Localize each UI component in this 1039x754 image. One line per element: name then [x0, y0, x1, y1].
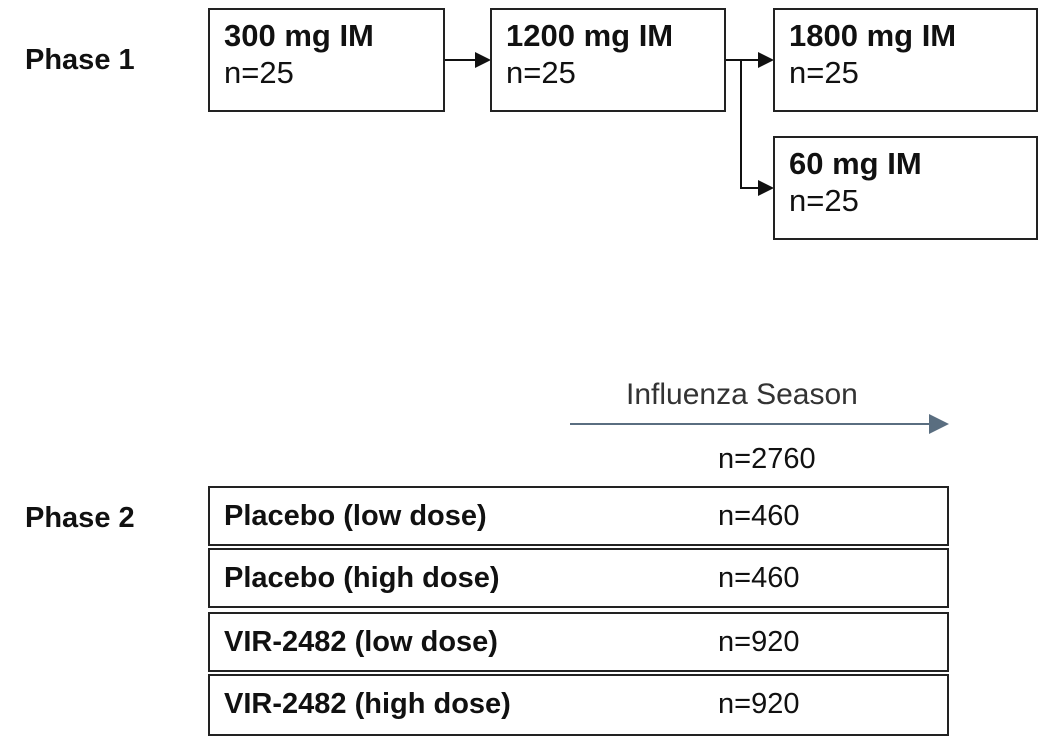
sample-size: n=25 [789, 183, 859, 218]
dose-box-300mg: 300 mg IM n=25 [208, 8, 445, 112]
arm-sample-size: n=460 [718, 562, 800, 594]
arm-name: VIR-2482 (high dose) [224, 688, 511, 720]
arm-name: Placebo (high dose) [224, 562, 500, 594]
arm-sample-size: n=920 [718, 626, 800, 658]
total-sample-size: n=2760 [718, 443, 816, 475]
sample-size: n=25 [789, 55, 859, 90]
phase-1-label: Phase 1 [25, 44, 135, 76]
sample-size: n=25 [224, 55, 294, 90]
arm-name: Placebo (low dose) [224, 500, 487, 532]
dose-label: 1800 mg IM [789, 18, 957, 53]
dose-box-60mg: 60 mg IM n=25 [773, 136, 1038, 240]
dose-label: 60 mg IM [789, 146, 922, 181]
arm-name: VIR-2482 (low dose) [224, 626, 498, 658]
arm-row-placebo-high: Placebo (high dose) n=460 [208, 548, 949, 608]
influenza-season-label: Influenza Season [626, 378, 858, 411]
dose-box-1800mg: 1800 mg IM n=25 [773, 8, 1038, 112]
arm-row-vir-high: VIR-2482 (high dose) n=920 [208, 674, 949, 736]
dose-label: 300 mg IM [224, 18, 374, 53]
arm-sample-size: n=920 [718, 688, 800, 720]
dose-box-1200mg: 1200 mg IM n=25 [490, 8, 726, 112]
dose-label: 1200 mg IM [506, 18, 674, 53]
arm-row-placebo-low: Placebo (low dose) n=460 [208, 486, 949, 546]
arm-row-vir-low: VIR-2482 (low dose) n=920 [208, 612, 949, 672]
arm-sample-size: n=460 [718, 500, 800, 532]
phase-2-label: Phase 2 [25, 502, 135, 534]
arrow-1200-to-60 [740, 60, 774, 196]
sample-size: n=25 [506, 55, 576, 90]
